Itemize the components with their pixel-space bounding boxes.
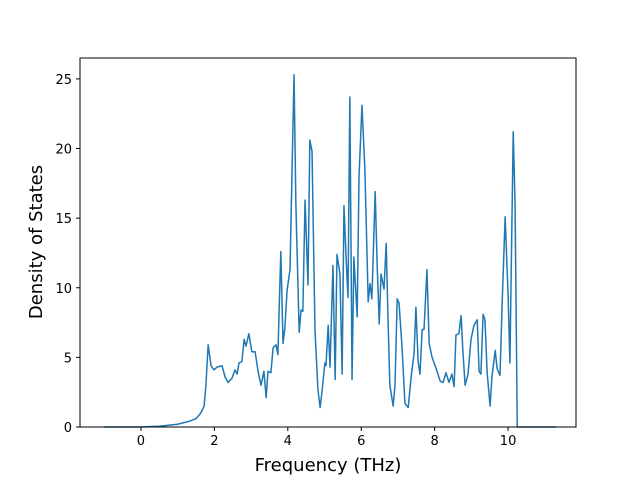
y-tick-label: 0 [64, 421, 72, 436]
y-axis-label: Density of States [26, 165, 47, 319]
y-tick-label: 15 [55, 212, 72, 227]
y-tick-label: 25 [55, 73, 72, 88]
line [104, 73, 556, 428]
x-tick-label: 2 [210, 434, 218, 449]
y-tick-label: 20 [55, 143, 72, 158]
plot-frame [79, 57, 577, 428]
x-tick-label: 10 [500, 434, 517, 449]
x-tick-label: 8 [431, 434, 439, 449]
x-tick-label: 0 [137, 434, 145, 449]
x-tick-label: 4 [284, 434, 292, 449]
y-tick-label: 5 [64, 351, 72, 366]
y-tick-label: 10 [55, 282, 72, 297]
x-axis-label: Frequency (THz) [255, 455, 402, 476]
x-tick-label: 6 [357, 434, 365, 449]
